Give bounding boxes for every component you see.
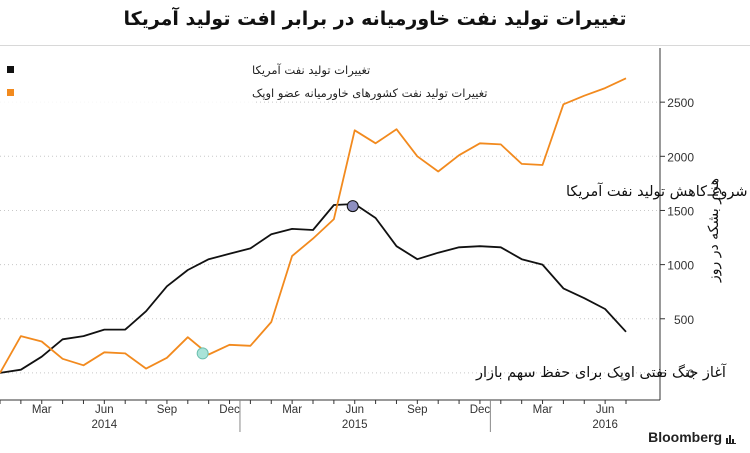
grid-lines [0, 101, 660, 374]
x-axis-ticks: Mar Jun Sep Dec Mar Jun Sep Dec Mar Jun 2014 2015 20… [0, 400, 627, 432]
x-tick-label: Mar [533, 404, 553, 416]
y-tick-label: 1000 [667, 259, 694, 273]
year-label: 2014 [92, 419, 118, 431]
legend-box [0, 55, 256, 105]
annotation-markers [196, 200, 359, 360]
year-label: 2016 [592, 419, 618, 431]
legend-swatch [7, 66, 14, 73]
y-tick-label: 2000 [667, 150, 694, 164]
annotation-label: شروع کاهش تولید نفت آمریکا [566, 182, 748, 200]
y-tick-label: 2500 [667, 96, 694, 110]
x-tick-label: Dec [219, 404, 240, 416]
x-tick-label: Sep [407, 404, 427, 416]
annotation-label: آغاز جنگ نفتی اوپک برای حفظ سهم بازار [475, 363, 727, 381]
x-tick-label: Dec [470, 404, 491, 416]
chart-title: تغییرات تولید نفت خاورمیانه در برابر افت… [123, 8, 627, 30]
year-label: 2015 [342, 419, 368, 431]
us-production-line [0, 203, 627, 374]
axes [0, 48, 661, 401]
y-axis-label: هزار بشکه در روز [706, 178, 722, 283]
title-divider [0, 45, 750, 46]
x-tick-label: Mar [282, 404, 302, 416]
x-tick-label: Jun [345, 404, 364, 416]
series-lines [0, 77, 627, 374]
bloomberg-mark-icon [726, 435, 736, 444]
y-axis-ticks: 0 500 1000 1500 2000 2500 [660, 96, 694, 381]
annotation-marker [346, 200, 359, 213]
bloomberg-logo: Bloomberg [648, 429, 722, 445]
y-tick-label: 500 [674, 313, 694, 327]
legend-swatch [7, 89, 14, 96]
annotation-marker [196, 347, 209, 360]
x-tick-label: Sep [157, 404, 177, 416]
y-tick-label: 0 [687, 367, 694, 381]
x-tick-label: Jun [596, 404, 615, 416]
y-tick-label: 1500 [667, 204, 694, 218]
annotation-labels: شروع کاهش تولید نفت آمریکا آغاز جنگ نفتی … [475, 182, 748, 381]
x-tick-label: Mar [32, 404, 52, 416]
opec-production-line [0, 77, 627, 374]
legend-entry: تغییرات تولید نفت آمریکا [252, 63, 370, 78]
legend-entry: تغییرات تولید نفت کشورهای خاورمیانه عضو … [252, 86, 488, 101]
legend: تغییرات تولید نفت آمریکا تغییرات تولید نف… [0, 55, 488, 105]
x-tick-label: Jun [95, 404, 114, 416]
